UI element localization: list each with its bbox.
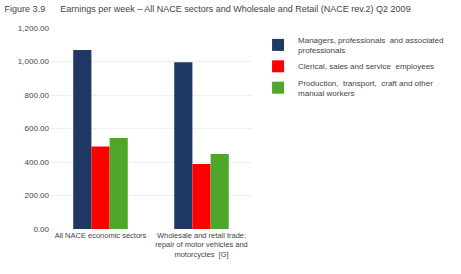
svg-text:200.00: 200.00	[25, 191, 50, 200]
svg-text:Wholesale and retail trade;rep: Wholesale and retail trade;repair of mot…	[155, 231, 248, 260]
svg-text:Clerical, sales and service e: Clerical, sales and service employees	[298, 62, 434, 71]
svg-text:1,200.00: 1,200.00	[18, 24, 50, 33]
svg-text:Figure 3.9 Earnings per w: Figure 3.9 Earnings per week – All NACE …	[5, 4, 411, 14]
svg-text:400.00: 400.00	[25, 158, 50, 167]
svg-text:800.00: 800.00	[25, 91, 50, 100]
svg-text:1,000.00: 1,000.00	[18, 57, 50, 66]
svg-text:600.00: 600.00	[25, 124, 50, 133]
svg-text:Production, transport, craft: Production, transport, craft and otherma…	[298, 79, 433, 98]
svg-text:All NACE economic sectors: All NACE economic sectors	[55, 231, 147, 240]
svg-text:0.00: 0.00	[33, 225, 49, 234]
svg-text:Managers, professionals and a: Managers, professionals and associatedpr…	[298, 36, 443, 55]
